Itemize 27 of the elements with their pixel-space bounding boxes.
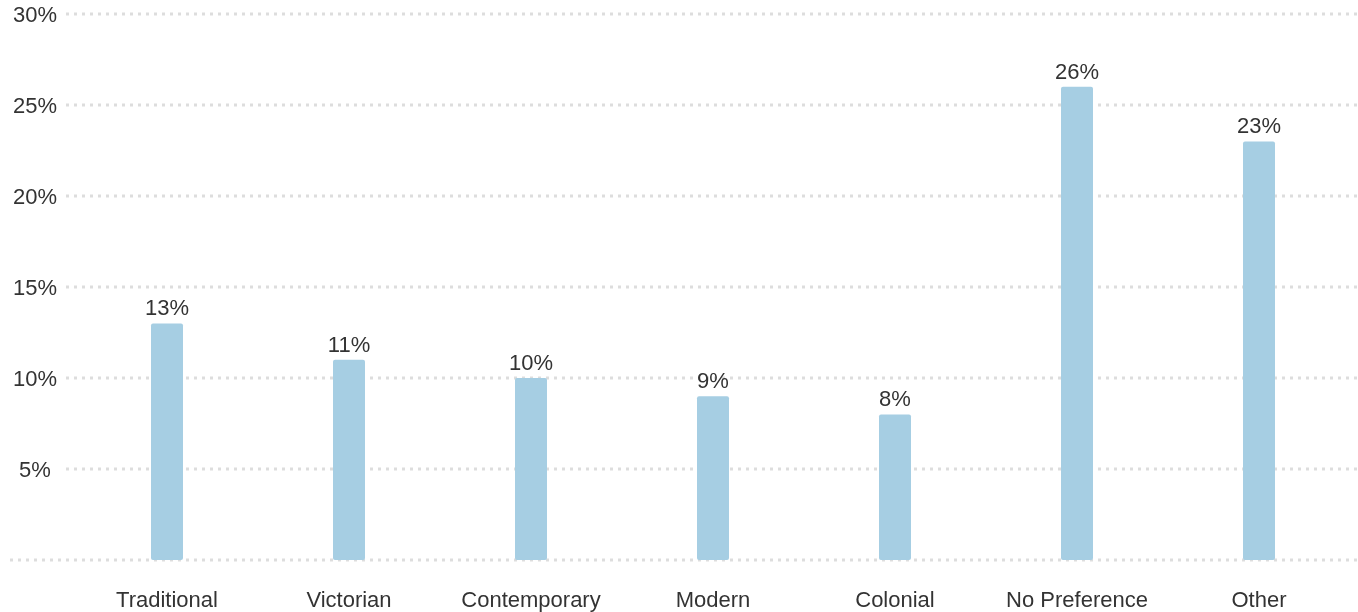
x-tick-label: Victorian (306, 587, 392, 612)
data-label: 23% (1236, 113, 1282, 139)
data-label: 13% (144, 295, 190, 321)
bar (697, 396, 729, 560)
y-tick-label: 30% (12, 1, 58, 27)
y-tick-label: 25% (12, 92, 58, 118)
x-tick-label: Colonial (855, 587, 935, 612)
bar (515, 378, 547, 560)
x-tick-label: Modern (675, 587, 751, 612)
bar (879, 414, 911, 560)
x-tick-label: Traditional (116, 587, 218, 612)
x-tick-label: Other (1231, 587, 1287, 612)
data-label: 26% (1054, 58, 1100, 84)
y-tick-label: 5% (19, 456, 51, 482)
x-tick-label: No Preference (1006, 587, 1148, 612)
data-label: 10% (508, 350, 554, 375)
bar (1243, 141, 1275, 560)
bar (333, 359, 365, 560)
data-label: 11% (327, 331, 371, 357)
y-tick-label: 20% (12, 183, 58, 209)
y-tick-label: 10% (12, 365, 58, 391)
data-label: 9% (697, 368, 729, 394)
x-tick-label: Contemporary (461, 587, 601, 612)
y-tick-label: 15% (12, 274, 58, 300)
data-label: 8% (879, 386, 911, 412)
bar (151, 323, 183, 560)
bar (1061, 86, 1093, 560)
